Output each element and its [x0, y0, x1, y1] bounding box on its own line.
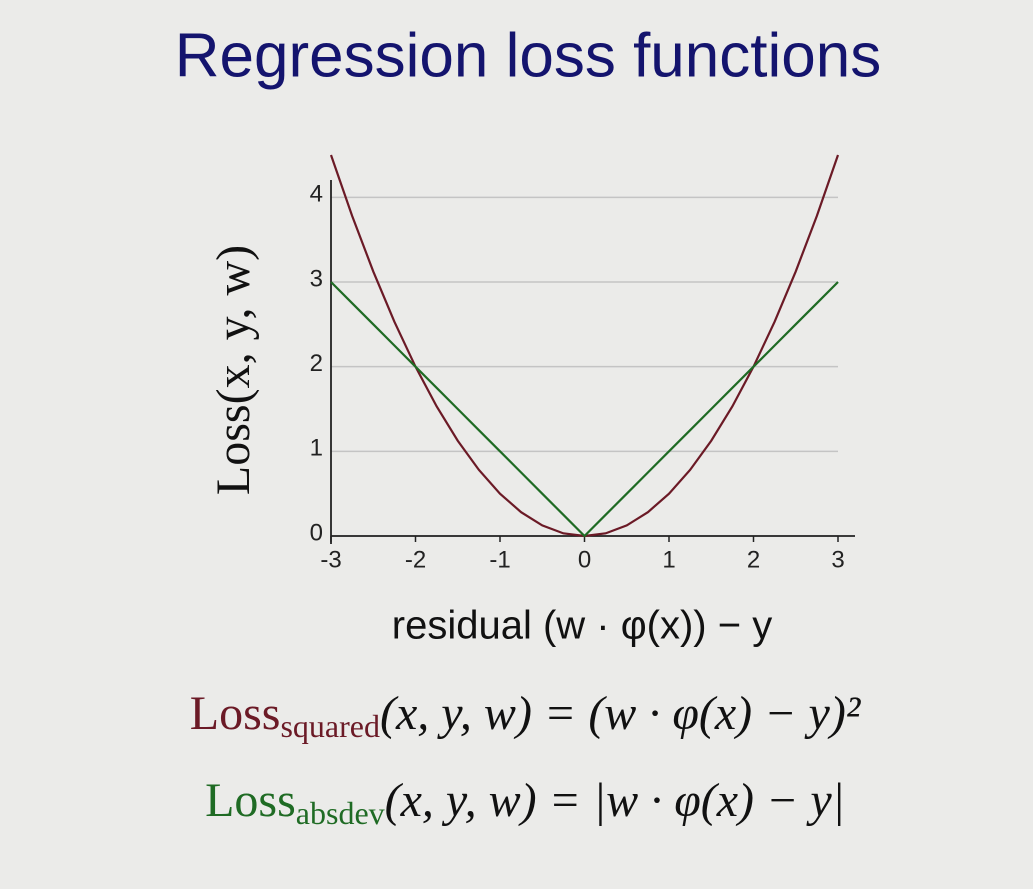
- x-tick-label: -2: [405, 546, 426, 573]
- formulas: Losssquared(x, y, w) = (w · φ(x) − y)²Lo…: [190, 687, 862, 831]
- formula-head: Loss: [190, 687, 281, 740]
- y-tick-label: 0: [310, 519, 323, 546]
- slide-title: Regression loss functions: [175, 21, 881, 90]
- y-tick-label: 1: [310, 435, 323, 462]
- x-tick-label: 2: [747, 546, 760, 573]
- loss-curve: [330, 281, 839, 538]
- x-axis-label: residual (w · φ(x)) − y: [392, 604, 772, 648]
- formula-body: (x, y, w) = (w · φ(x) − y)²: [380, 687, 862, 740]
- formula-head: Loss: [205, 774, 296, 827]
- y-tick-label: 2: [310, 350, 323, 377]
- x-tick-label: -1: [489, 546, 510, 573]
- y-tick-label: 3: [310, 265, 323, 292]
- formula: Lossabsdev(x, y, w) = |w · φ(x) − y|: [205, 774, 845, 831]
- formula-subscript: absdev: [296, 795, 385, 831]
- x-tick-label: 3: [831, 546, 844, 573]
- formula-subscript: squared: [280, 708, 380, 744]
- formula: Losssquared(x, y, w) = (w · φ(x) − y)²: [190, 687, 862, 744]
- x-tick-label: 1: [662, 546, 675, 573]
- x-tick-label: -3: [320, 546, 341, 573]
- y-tick-label: 4: [310, 181, 323, 208]
- plot: 0 1 2 3 4 -3 -2 -1 0 1 2 3: [310, 154, 855, 573]
- y-axis-label: Loss(x, y, w): [207, 245, 260, 495]
- formula-body: (x, y, w) = |w · φ(x) − y|: [385, 774, 845, 827]
- x-tick-label: 0: [578, 546, 591, 573]
